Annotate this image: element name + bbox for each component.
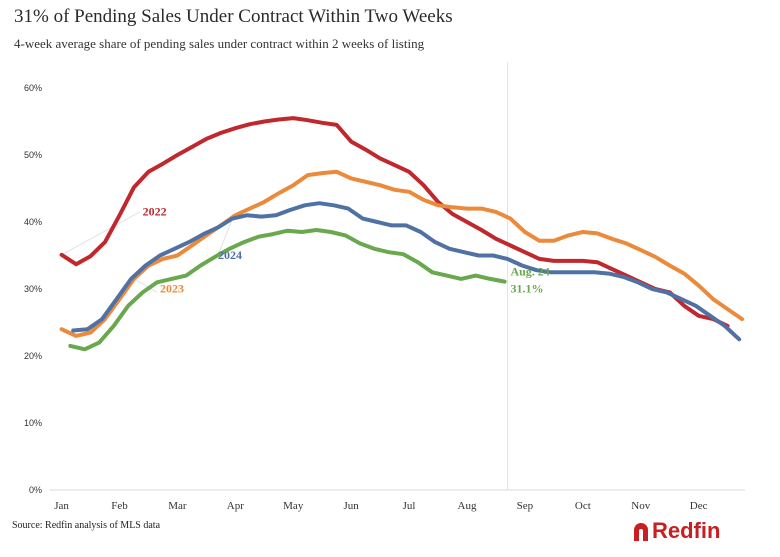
y-tick-label: 20%: [24, 351, 42, 361]
y-tick-label: 40%: [24, 217, 42, 227]
y-tick-label: 30%: [24, 284, 42, 294]
label-leader-line: [61, 211, 141, 256]
redfin-logo: Redfin: [632, 518, 720, 544]
x-tick-label: Apr: [227, 500, 244, 512]
chart-subtitle: 4-week average share of pending sales un…: [14, 36, 425, 51]
x-tick-label: Sep: [517, 500, 534, 512]
series-label: 31.1%: [510, 281, 543, 295]
x-tick-label: Jan: [54, 500, 69, 512]
redfin-logo-icon: [634, 523, 648, 541]
x-tick-label: Mar: [168, 500, 187, 512]
x-tick-label: Nov: [631, 500, 650, 512]
x-tick-label: Oct: [575, 500, 591, 512]
x-tick-label: Dec: [690, 500, 708, 512]
series-label: 2023: [160, 281, 184, 295]
axes: 0% 10% 20% 30% 40% 50% 60% Jan Feb Mar Apr May Jun Ju…: [24, 62, 745, 512]
label-leader-line: [217, 218, 233, 256]
y-tick-label: 10%: [24, 418, 42, 428]
redfin-logo-text: Redfin: [652, 518, 721, 543]
label-leader-line: [133, 278, 158, 293]
series-label: Aug. 24: [510, 265, 549, 279]
x-tick-label: Jun: [344, 500, 360, 512]
y-tick-label: 0%: [29, 485, 42, 495]
x-tick-label: Feb: [111, 500, 128, 512]
series-label: 2022: [143, 204, 167, 218]
x-tick-label: May: [283, 500, 304, 512]
x-tick-label: Jul: [403, 500, 416, 512]
annotation-layer: 2022 2023 2024 Aug. 24 31.1%: [143, 204, 550, 295]
series-line-1: [59, 169, 745, 338]
series-line-3: [68, 228, 507, 352]
series-label: 2024: [218, 248, 242, 262]
chart-title: 31% of Pending Sales Under Contract With…: [14, 6, 453, 27]
series-line-0: [59, 116, 730, 328]
y-tick-label: 50%: [24, 150, 42, 160]
series-line-2: [71, 201, 742, 342]
source-note: Source: Redfin analysis of MLS data: [12, 520, 161, 531]
x-tick-label: Aug: [458, 500, 477, 512]
y-tick-label: 60%: [24, 83, 42, 93]
series-layer: [59, 116, 745, 352]
